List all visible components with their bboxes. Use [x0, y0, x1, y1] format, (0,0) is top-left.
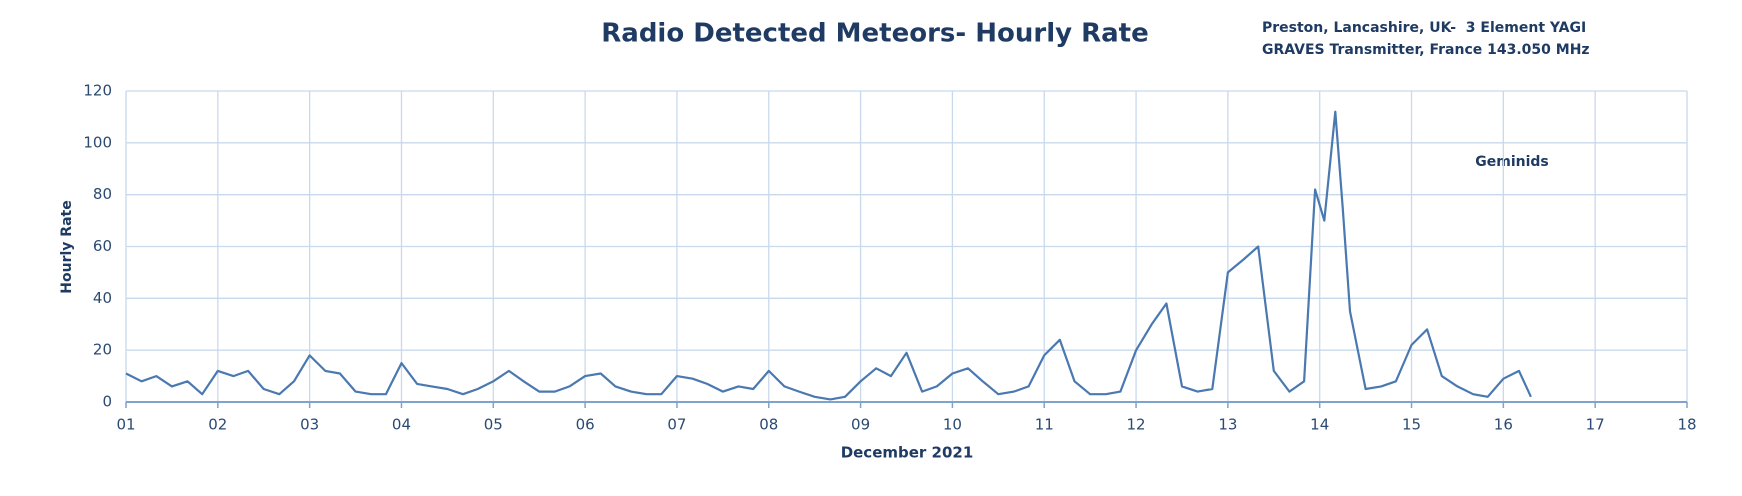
y-tick-label: 100	[83, 133, 112, 151]
x-tick-label: 15	[1402, 416, 1421, 434]
x-tick-label: 02	[208, 416, 227, 434]
series-line	[125, 110, 1532, 401]
x-tick-label: 07	[667, 416, 686, 434]
x-tick-label: 14	[1310, 416, 1329, 434]
x-tick-label: 08	[759, 416, 778, 434]
y-tick-label: 80	[93, 185, 112, 203]
x-tick-label: 16	[1494, 416, 1513, 434]
y-axis-label: Hourly Rate	[59, 200, 75, 293]
subtitle: Preston, Lancashire, UK- 3 Element YAGI	[1262, 20, 1586, 36]
x-tick-label: 18	[1677, 416, 1696, 434]
y-tick-label: 40	[93, 289, 112, 307]
subtitle: GRAVES Transmitter, France 143.050 MHz	[1262, 42, 1590, 58]
x-tick-label: 09	[851, 416, 870, 434]
x-tick-label: 13	[1218, 416, 1237, 434]
x-tick-label: 05	[484, 416, 503, 434]
x-axis-label: December 2021	[841, 444, 974, 462]
x-tick-label: 11	[1035, 416, 1054, 434]
x-tick-label: 12	[1127, 416, 1146, 434]
annotation: Geminids	[1475, 154, 1549, 170]
x-tick-label: 03	[300, 416, 319, 434]
y-tick-label: 120	[83, 82, 112, 100]
chart-title: Radio Detected Meteors- Hourly Rate	[601, 19, 1149, 49]
x-tick-label: 01	[116, 416, 135, 434]
y-tick-label: 20	[93, 341, 112, 359]
x-tick-label: 04	[392, 416, 411, 434]
x-tick-label: 17	[1586, 416, 1605, 434]
y-tick-label: 60	[93, 237, 112, 255]
x-tick-label: 10	[943, 416, 962, 434]
x-tick-label: 06	[576, 416, 595, 434]
y-tick-label: 0	[102, 393, 112, 411]
